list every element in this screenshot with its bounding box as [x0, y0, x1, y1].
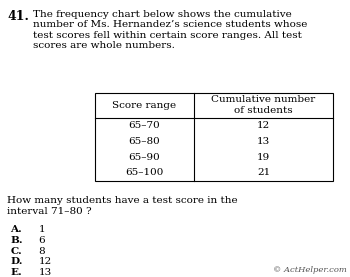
Text: B.: B.	[10, 236, 23, 245]
Text: A.: A.	[10, 225, 22, 234]
Text: 65–70: 65–70	[128, 121, 160, 130]
Text: 65–80: 65–80	[128, 137, 160, 146]
Text: 41.: 41.	[7, 10, 29, 23]
Text: 19: 19	[257, 153, 270, 162]
Text: E.: E.	[10, 268, 22, 276]
Text: How many students have a test score in the: How many students have a test score in t…	[7, 196, 238, 205]
Text: 8: 8	[38, 247, 45, 255]
Bar	[94, 93, 332, 181]
Text: Score range: Score range	[112, 101, 176, 110]
Text: 13: 13	[38, 268, 52, 276]
Text: 13: 13	[257, 137, 270, 146]
Text: scores are whole numbers.: scores are whole numbers.	[33, 41, 175, 50]
Text: 1: 1	[38, 225, 45, 234]
Text: interval 71–80 ?: interval 71–80 ?	[7, 207, 92, 216]
Text: 12: 12	[38, 257, 52, 266]
Text: Cumulative number
of students: Cumulative number of students	[211, 95, 316, 115]
Text: 12: 12	[257, 121, 270, 130]
Text: C.: C.	[10, 247, 22, 255]
Text: © ActHelper.com: © ActHelper.com	[273, 266, 346, 274]
Text: 65–100: 65–100	[125, 168, 164, 178]
Text: 65–90: 65–90	[128, 153, 160, 162]
Text: test scores fell within certain score ranges. All test: test scores fell within certain score ra…	[33, 31, 302, 40]
Text: 21: 21	[257, 168, 270, 178]
Text: number of Ms. Hernandez’s science students whose: number of Ms. Hernandez’s science studen…	[33, 20, 308, 29]
Text: D.: D.	[10, 257, 23, 266]
Text: 6: 6	[38, 236, 45, 245]
Text: The frequency chart below shows the cumulative: The frequency chart below shows the cumu…	[33, 10, 292, 19]
